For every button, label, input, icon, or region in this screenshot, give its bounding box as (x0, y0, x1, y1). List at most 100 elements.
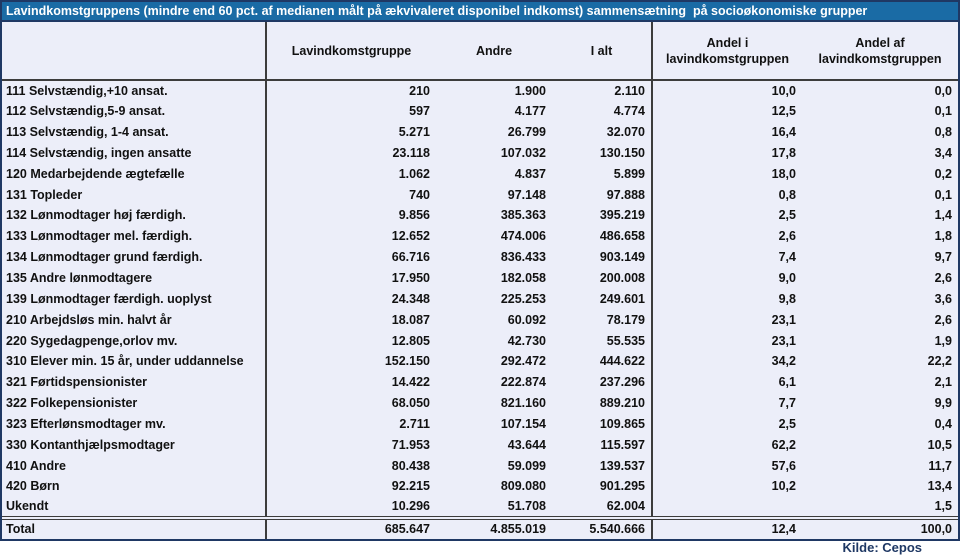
table-body: 111 Selvstændig,+10 ansat. 210 1.900 2.110 1… (2, 80, 958, 518)
table-footer: Total 685.647 4.855.019 5.540.666 12,4 100,0 (2, 515, 958, 539)
cell-ialt: 32.070 (606, 125, 645, 140)
table-row: 139 Lønmodtager færdigh. uoplyst 24.348 22… (2, 288, 958, 310)
cell-andel-af-lavindkomstgruppen: 2,6 (934, 312, 952, 327)
cell-andre: 809.080 (500, 479, 546, 494)
cell-ialt: 444.622 (599, 354, 645, 369)
cell-andel-af-lavindkomstgruppen: 13,4 (927, 479, 952, 494)
table-row: Ukendt 10.296 51.708 62.004 1,5 (2, 496, 958, 518)
cell-lavindkomstgruppe: 68.050 (265, 392, 436, 414)
cell-ialt: 78.179 (606, 312, 645, 327)
cell-lavindkomstgruppe: 597 (265, 100, 436, 122)
cell-andre: 4.837 (514, 166, 546, 181)
cell-andre: 60.092 (507, 312, 546, 327)
cell-andel-i-lavindkomstgruppen: 2,5 (651, 205, 802, 226)
cell-ialt: 109.865 (599, 416, 645, 431)
cell-andel-af-lavindkomstgruppen: 1,9 (934, 333, 952, 348)
cell-andel-af-lavindkomstgruppen: 9,9 (934, 396, 952, 411)
header-andel-i-lavindkomstgruppen: Andel i lavindkomstgruppen (651, 22, 802, 81)
cell-ialt: 903.149 (599, 250, 645, 265)
row-label: 135 Andre lønmodtagere (6, 271, 153, 286)
row-label: 330 Kontanthjælpsmodtager (6, 437, 175, 452)
row-label: Ukendt (6, 499, 49, 514)
cell-lavindkomstgruppe: 152.150 (265, 350, 436, 372)
cell-andel-i-lavindkomstgruppen: 6,1 (651, 371, 802, 393)
income-group-table: Lavindkomstgruppe Andre I alt Andel i la… (2, 22, 958, 539)
cell-lavindkomstgruppe: 12.805 (265, 330, 436, 351)
cell-andel-af-lavindkomstgruppen: 9,7 (934, 250, 952, 265)
row-label: 132 Lønmodtager høj færdigh. (6, 208, 186, 223)
cell-andre: 107.154 (500, 416, 546, 431)
cell-lavindkomstgruppe: 12.652 (265, 225, 436, 247)
cell-andre: 385.363 (500, 208, 546, 223)
table-row: 322 Folkepensionister 68.050 821.160 889.21… (2, 392, 958, 414)
cell-andre: 474.006 (500, 229, 546, 244)
table-row: 120 Medarbejdende ægtefælle 1.062 4.837 5.8… (2, 163, 958, 185)
cell-ialt: 486.658 (599, 229, 645, 244)
cell-andel-i-lavindkomstgruppen: 9,8 (651, 288, 802, 310)
cell-andel-af-lavindkomstgruppen: 0,2 (934, 166, 952, 181)
header-andel-af-lavindkomstgruppen: Andel af lavindkomstgruppen (802, 22, 958, 81)
row-label: 113 Selvstændig, 1-4 ansat. (6, 125, 169, 140)
cell-lavindkomstgruppe: 92.215 (265, 476, 436, 497)
cell-andre: 26.799 (507, 125, 546, 140)
cell-andel-af-lavindkomstgruppen: 11,7 (928, 458, 952, 473)
cell-lavindkomstgruppe: 2.711 (265, 413, 436, 435)
table-row: 420 Børn 92.215 809.080 901.295 10,2 13,4 (2, 476, 958, 497)
cell-ialt: 249.601 (599, 291, 645, 306)
cell-andel-af-lavindkomstgruppen: 100,0 (802, 515, 958, 539)
cell-andel-i-lavindkomstgruppen: 7,7 (651, 392, 802, 414)
cell-andel-i-lavindkomstgruppen: 10,0 (651, 80, 802, 101)
cell-andel-i-lavindkomstgruppen: 9,0 (651, 267, 802, 289)
cell-lavindkomstgruppe: 17.950 (265, 267, 436, 289)
cell-andel-af-lavindkomstgruppen: 1,4 (934, 208, 952, 223)
cell-ialt: 237.296 (599, 375, 645, 390)
cell-ialt: 2.110 (614, 83, 645, 98)
row-label: 131 Topleder (6, 187, 83, 202)
row-label: 134 Lønmodtager grund færdigh. (6, 250, 203, 265)
cell-ialt: 5.540.666 (552, 515, 652, 539)
cell-andel-i-lavindkomstgruppen: 23,1 (651, 330, 802, 351)
table-row: 133 Lønmodtager mel. færdigh. 12.652 474.0… (2, 225, 958, 247)
cell-ialt: 97.888 (606, 187, 645, 202)
cell-ialt: 62.004 (606, 499, 645, 514)
cell-lavindkomstgruppe: 685.647 (265, 515, 436, 539)
header-ialt: I alt (552, 22, 652, 81)
table-row: 135 Andre lønmodtagere 17.950 182.058 200.0… (2, 267, 958, 289)
cell-andel-i-lavindkomstgruppen: 34,2 (651, 350, 802, 372)
cell-andel-af-lavindkomstgruppen: 1,5 (934, 499, 952, 514)
row-label: 210 Arbejdsløs min. halvt år (6, 312, 172, 327)
cell-andre: 43.644 (507, 437, 546, 452)
cell-andel-i-lavindkomstgruppen: 0,8 (651, 184, 802, 206)
cell-andre: 182.058 (500, 271, 546, 286)
cell-andel-i-lavindkomstgruppen: 23,1 (651, 309, 802, 331)
cell-andel-af-lavindkomstgruppen: 10,5 (927, 437, 952, 452)
cell-andel-af-lavindkomstgruppen: 0,1 (934, 104, 952, 119)
row-label: 410 Andre (6, 458, 66, 473)
cell-andel-af-lavindkomstgruppen: 2,1 (934, 375, 952, 390)
cell-lavindkomstgruppe: 18.087 (265, 309, 436, 331)
cell-andre: 292.472 (500, 354, 546, 369)
table-row: 113 Selvstændig, 1-4 ansat. 5.271 26.799 32… (2, 121, 958, 143)
table-row: 111 Selvstændig,+10 ansat. 210 1.900 2.110 1… (2, 80, 958, 101)
row-label: 420 Børn (6, 479, 60, 494)
table-row: 210 Arbejdsløs min. halvt år 18.087 60.092… (2, 309, 958, 331)
cell-ialt: 115.597 (600, 437, 646, 452)
table-row: 330 Kontanthjælpsmodtager 71.953 43.644 115… (2, 434, 958, 456)
cell-andre: 4.855.019 (436, 515, 552, 539)
cell-ialt: 200.008 (599, 271, 645, 286)
cell-andre: 4.177 (514, 104, 546, 119)
cell-lavindkomstgruppe: 210 (265, 80, 436, 101)
cell-andre: 42.730 (507, 333, 546, 348)
cell-ialt: 889.210 (599, 396, 645, 411)
row-label: 114 Selvstændig, ingen ansatte (6, 145, 192, 160)
header-row: Lavindkomstgruppe Andre I alt Andel i la… (2, 22, 958, 81)
row-label: 120 Medarbejdende ægtefælle (6, 166, 185, 181)
table-row: 321 Førtidspensionister 14.422 222.874 237.… (2, 371, 958, 393)
table-row: 134 Lønmodtager grund færdigh. 66.716 836.… (2, 246, 958, 268)
table-row: 131 Topleder 740 97.148 97.888 0,8 0,1 (2, 184, 958, 206)
cell-andel-af-lavindkomstgruppen: 22,2 (927, 354, 952, 369)
row-label: 310 Elever min. 15 år, under uddannelse (6, 354, 244, 369)
cell-lavindkomstgruppe: 80.438 (265, 455, 436, 477)
table-row: 310 Elever min. 15 år, under uddannelse 1… (2, 350, 958, 372)
row-label: 139 Lønmodtager færdigh. uoplyst (6, 291, 212, 306)
